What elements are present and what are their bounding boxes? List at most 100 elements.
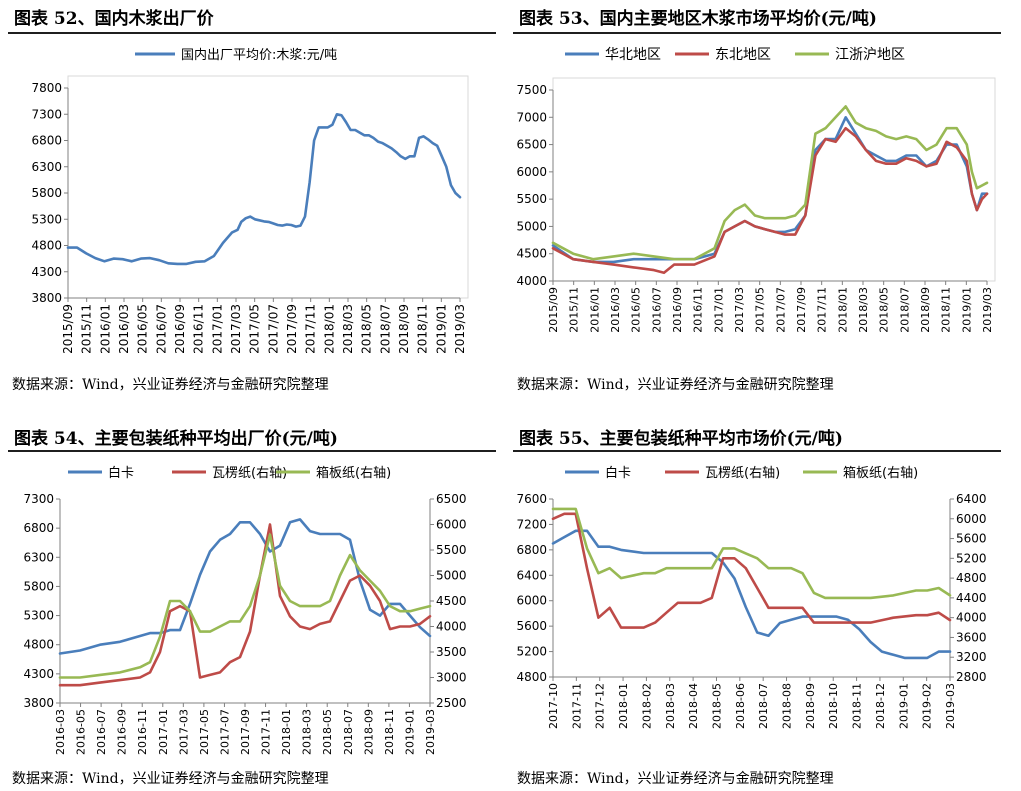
chart-title: 图表 54、主要包装纸种平均出厂价(元/吨) <box>14 429 338 449</box>
x-tick-label: 2017-10 <box>547 683 560 729</box>
x-tick-label: 2016/07 <box>650 287 663 333</box>
x-tick-label: 2018/07 <box>378 304 392 354</box>
y2-tick-label: 2500 <box>436 696 467 710</box>
y2-tick-label: 4500 <box>436 594 467 608</box>
x-tick-label: 2019/01 <box>960 287 973 333</box>
x-tick-label: 2018-07 <box>757 683 770 729</box>
chart-panel-52: 图表 52、国内木浆出厂价 3800 4300 4800 5300 5800 6300 68… <box>0 0 500 395</box>
chart-title: 图表 52、国内木浆出厂价 <box>14 9 214 29</box>
x-tick-label: 2018-01 <box>280 709 293 755</box>
legend-label-2: 箱板纸(右轴) <box>843 465 918 481</box>
source-note: 数据来源：Wind，兴业证券经济与金融研究院整理 <box>517 771 834 787</box>
x-tick-label: 2016/11 <box>192 304 206 354</box>
legend-label-2: 箱板纸(右轴) <box>316 465 391 481</box>
x-tick-label: 2016/05 <box>136 304 150 354</box>
x-tick-label: 2017/07 <box>266 304 280 354</box>
y2-tick-label: 3200 <box>956 650 987 664</box>
chart-54-plot: 3800 4300 4800 5300 5800 6300 6800 7300 2500 3000… <box>23 465 467 755</box>
y2-tick-label: 6400 <box>956 492 987 506</box>
x-tick-label: 2017-01 <box>157 709 170 755</box>
x-tick-label: 2016/03 <box>117 304 131 354</box>
y2-tick-label: 3000 <box>436 671 467 685</box>
x-tick-label: 2019/03 <box>981 287 994 333</box>
x-tick-label: 2018-07 <box>342 709 355 755</box>
series-line-2 <box>551 105 989 261</box>
y-tick-label: 5800 <box>31 186 62 200</box>
y2-tick-label: 3600 <box>956 630 987 644</box>
x-tick-label: 2017/09 <box>795 287 808 333</box>
y2-tick-label: 4000 <box>436 620 467 634</box>
y2-tick-label: 4800 <box>956 571 987 585</box>
plot-frame <box>67 75 469 299</box>
x-tick-label: 2018-05 <box>321 709 334 755</box>
y-tick-label: 4800 <box>23 638 54 652</box>
x-tick-label: 2018-11 <box>383 709 396 755</box>
x-tick-label: 2018-12 <box>874 683 887 729</box>
y-tick-label: 4500 <box>516 247 547 261</box>
series-line-0 <box>551 116 989 264</box>
y2-tick-label: 4000 <box>956 611 987 625</box>
y-tick-label: 7800 <box>31 81 62 95</box>
x-tick-label: 2018-01 <box>617 683 630 729</box>
y-tick-label: 4800 <box>516 670 547 684</box>
x-tick-label: 2015/09 <box>61 304 75 354</box>
x-tick-label: 2017/07 <box>774 287 787 333</box>
x-tick-label: 2016/09 <box>671 287 684 333</box>
legend-label-0: 白卡 <box>605 465 631 481</box>
x-tick-label: 2018/09 <box>919 287 932 333</box>
x-tick-label: 2018/05 <box>878 287 891 333</box>
y-tick-label: 3800 <box>31 291 62 305</box>
x-tick-label: 2018-05 <box>710 683 723 729</box>
x-tick-label: 2017-05 <box>198 709 211 755</box>
title-rule <box>8 450 496 452</box>
chart-55-plot: 4800 5200 5600 6000 6400 6800 7200 7600 2800 3200… <box>516 465 987 729</box>
x-tick-label: 2018-08 <box>781 683 794 729</box>
y-tick-label: 6800 <box>31 134 62 148</box>
y-tick-label: 5300 <box>31 212 62 226</box>
x-tick-label: 2019-01 <box>897 683 910 729</box>
x-tick-label: 2016-11 <box>136 709 149 755</box>
x-tick-label: 2016/09 <box>173 304 187 354</box>
x-tick-label: 2017/01 <box>210 304 224 354</box>
y-tick-label: 7000 <box>516 110 547 124</box>
x-tick-label: 2017/11 <box>304 304 318 354</box>
x-tick-label: 2017/09 <box>285 304 299 354</box>
x-tick-label: 2016/11 <box>692 287 705 333</box>
x-tick-label: 2017-03 <box>177 709 190 755</box>
title-rule <box>513 450 1001 452</box>
chart-panel-55: 图表 55、主要包装纸种平均市场价(元/吨) 4800 5200 5600 6000 6… <box>505 420 1005 791</box>
x-tick-label: 2017/03 <box>229 304 243 354</box>
x-tick-label: 2018-03 <box>301 709 314 755</box>
y-tick-label: 5500 <box>516 192 547 206</box>
x-tick-label: 2016-09 <box>116 709 129 755</box>
x-tick-label: 2015/09 <box>547 287 560 333</box>
x-tick-label: 2016/01 <box>98 304 112 354</box>
x-tick-label: 2018-09 <box>804 683 817 729</box>
legend-label-1: 瓦楞纸(右轴) <box>212 466 287 481</box>
x-tick-label: 2018/03 <box>341 304 355 354</box>
y-tick-label: 6500 <box>516 138 547 152</box>
y2-tick-label: 4400 <box>956 591 987 605</box>
series-line-0 <box>66 113 462 266</box>
legend-label-1: 瓦楞纸(右轴) <box>705 466 780 481</box>
x-tick-label: 2019/03 <box>453 304 467 354</box>
plot-frame <box>552 77 996 282</box>
y-tick-label: 6300 <box>23 550 54 564</box>
chart-title: 图表 53、国内主要地区木浆市场平均价(元/吨) <box>519 9 877 29</box>
x-tick-label: 2018-06 <box>734 683 747 729</box>
series-line-1 <box>551 512 952 629</box>
source-note: 数据来源：Wind，兴业证券经济与金融研究院整理 <box>12 377 329 393</box>
x-tick-label: 2018-11 <box>851 683 864 729</box>
y2-tick-label: 6000 <box>436 518 467 532</box>
x-tick-label: 2015/11 <box>568 287 581 333</box>
x-tick-label: 2017-12 <box>594 683 607 729</box>
legend-label-1: 东北地区 <box>715 47 771 63</box>
y2-tick-label: 6500 <box>436 492 467 506</box>
title-rule <box>513 32 1001 34</box>
x-tick-label: 2019-03 <box>944 683 957 729</box>
x-tick-label: 2018/01 <box>322 304 336 354</box>
y2-tick-label: 6000 <box>956 512 987 526</box>
chart-panel-53: 图表 53、国内主要地区木浆市场平均价(元/吨) 4000 4500 5000 550… <box>505 0 1005 395</box>
x-tick-label: 2016/03 <box>609 287 622 333</box>
y-tick-label: 7200 <box>516 517 547 531</box>
